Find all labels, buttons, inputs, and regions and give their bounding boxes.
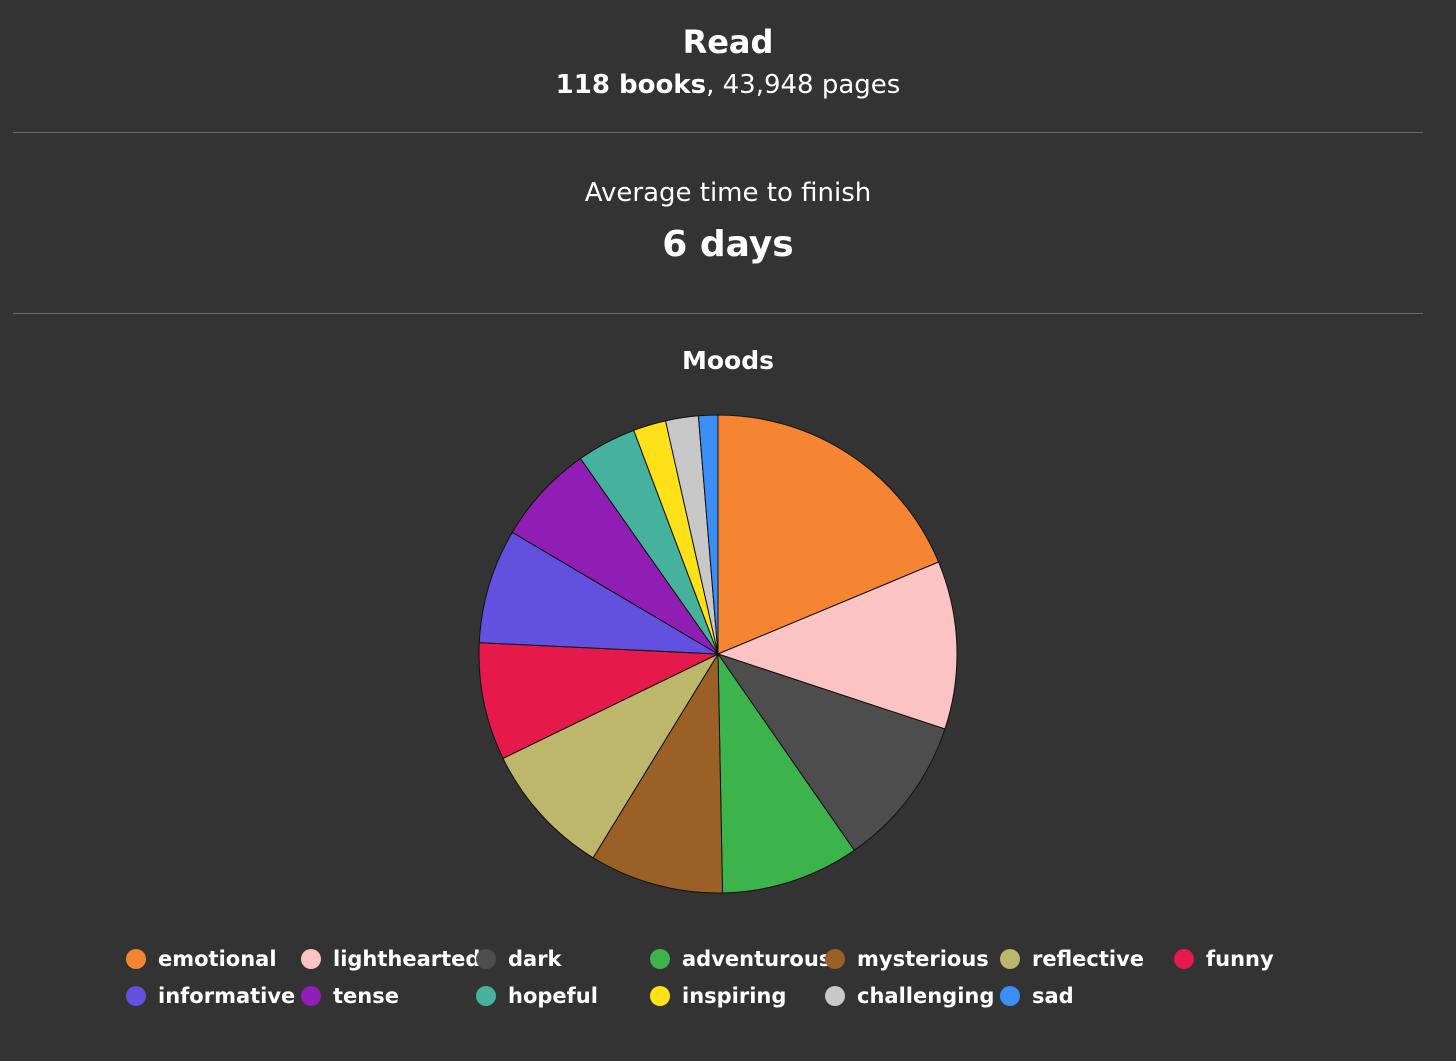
- legend-item-inspiring[interactable]: inspiring: [650, 981, 786, 1011]
- legend-item-informative[interactable]: informative: [126, 981, 295, 1011]
- legend-item-adventurous[interactable]: adventurous: [650, 944, 831, 974]
- average-time-value: 6 days: [662, 224, 794, 265]
- average-time-label: Average time to finish: [584, 178, 872, 208]
- legend-item-lighthearted[interactable]: lighthearted: [301, 944, 480, 974]
- legend-label: dark: [508, 947, 562, 971]
- legend-swatch: [1000, 949, 1020, 969]
- legend-swatch: [650, 986, 670, 1006]
- legend-swatch: [825, 986, 845, 1006]
- pie-slice-dark: [717, 653, 946, 851]
- legend-label: sad: [1032, 984, 1074, 1008]
- legend-swatch: [476, 949, 496, 969]
- legend-item-tense[interactable]: tense: [301, 981, 399, 1011]
- legend-item-dark[interactable]: dark: [476, 944, 562, 974]
- legend-label: lighthearted: [333, 947, 481, 971]
- read-summary: 118 books, 43,948 pages: [0, 68, 1456, 102]
- pie-slice-adventurous: [717, 653, 855, 894]
- legend-item-funny[interactable]: funny: [1174, 944, 1274, 974]
- pie-slice-lighthearted: [717, 561, 958, 730]
- legend-item-emotional[interactable]: emotional: [126, 944, 277, 974]
- legend-swatch: [1000, 986, 1020, 1006]
- legend-swatch: [825, 949, 845, 969]
- legend-label: reflective: [1032, 947, 1145, 971]
- legend-label: informative: [158, 984, 296, 1008]
- chart-title: Moods: [681, 346, 774, 375]
- pie-slice-sad: [697, 414, 719, 655]
- legend-label: emotional: [158, 947, 277, 971]
- divider-bottom: [13, 313, 1423, 314]
- legend-label: challenging: [857, 984, 995, 1008]
- legend-item-sad[interactable]: sad: [1000, 981, 1074, 1011]
- pie-slice-informative: [478, 531, 719, 655]
- legend-swatch: [301, 949, 321, 969]
- legend-swatch: [301, 986, 321, 1006]
- legend-item-challenging[interactable]: challenging: [825, 981, 994, 1011]
- legend-label: adventurous: [682, 947, 832, 971]
- legend-swatch: [476, 986, 496, 1006]
- pie-slice-funny: [478, 642, 719, 759]
- divider-top: [13, 132, 1423, 133]
- legend-item-mysterious[interactable]: mysterious: [825, 944, 989, 974]
- pie-slice-reflective: [502, 653, 719, 859]
- legend-label: tense: [333, 984, 399, 1008]
- pages-count: 43,948 pages: [722, 70, 901, 100]
- legend-swatch: [126, 949, 146, 969]
- pie-slice-emotional: [717, 414, 940, 655]
- legend-swatch: [650, 949, 670, 969]
- summary-separator: ,: [706, 70, 715, 100]
- legend-swatch: [1174, 949, 1194, 969]
- legend-label: hopeful: [508, 984, 598, 1008]
- legend-label: mysterious: [857, 947, 989, 971]
- legend-label: funny: [1206, 947, 1274, 971]
- legend-item-reflective[interactable]: reflective: [1000, 944, 1144, 974]
- legend-swatch: [126, 986, 146, 1006]
- read-title: Read: [682, 23, 774, 61]
- books-count: 118 books: [555, 70, 707, 100]
- legend-label: inspiring: [682, 984, 787, 1008]
- chart-legend: emotional lighthearted dark adventurous myst…: [126, 944, 1346, 1024]
- legend-item-hopeful[interactable]: hopeful: [476, 981, 598, 1011]
- pie-slice-mysterious: [592, 653, 724, 894]
